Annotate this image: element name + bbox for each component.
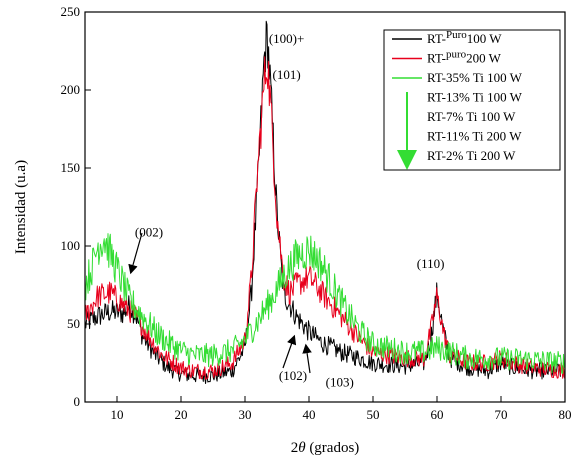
y-tick-label: 200 [61,82,81,97]
peak-label: (002) [135,225,163,240]
legend-entry-prefix: RT-35% Ti 100 W [427,70,523,85]
y-tick-label: 100 [61,238,81,253]
y-axis-label: Intensidad (u.a) [13,160,29,254]
arrow-002 [128,232,143,275]
legend-entry: RT-11% Ti 200 W [427,129,522,144]
legend-entry: RT-7% Ti 100 W [427,109,516,124]
legend-entry-prefix: RT- [427,51,446,66]
y-tick-label: 250 [61,4,81,19]
plot-frame [84,11,566,403]
axes: 10 20 30 40 50 60 70 80 0 50 100 150 200 250 [61,4,572,422]
x-axis-label: 2θ (grados) [291,440,360,456]
peak-label: (101) [273,67,301,82]
series-layer [84,20,566,384]
legend-entry-prefix: RT-13% Ti 100 W [427,90,523,105]
x-tick-label: 60 [431,407,444,422]
x-tick-label: 40 [303,407,316,422]
peak-label: (100)+ [269,31,305,46]
legend-entry-suffix: 200 W [466,51,502,66]
arrow-102 [282,334,297,369]
series-line-2 [84,233,566,375]
x-axis-label-suffix: (grados) [306,440,360,456]
annotations: (100)+ (101) (002) (110) (102) (103) [135,31,445,389]
y-tick-label: 0 [74,394,81,409]
x-tick-label: 50 [367,407,380,422]
legend-entry: RT-puro200 W [427,49,502,66]
y-tick-label: 50 [67,316,80,331]
legend-entry-suffix: 100 W [467,31,503,46]
legend-entry-prefix: RT-11% Ti 200 W [427,129,522,144]
legend-entry: RT-2% Ti 200 W [427,148,516,163]
series-line-0 [84,20,566,384]
x-axis-label-prefix: 2 [291,440,299,456]
y-tick-label: 150 [61,160,81,175]
legend-entry-prefix: RT- [427,31,446,46]
x-tick-label: 20 [175,407,188,422]
legend-entry: RT-Puro100 W [427,29,502,46]
annotation-arrows [128,232,312,374]
legend-entry-prefix: RT-2% Ti 200 W [427,148,516,163]
x-tick-label: 10 [111,407,124,422]
legend: RT-Puro100 WRT-puro200 WRT-35% Ti 100 WR… [383,29,561,171]
legend-entry-sup: Puro [446,29,467,41]
legend-entry-prefix: RT-7% Ti 100 W [427,109,516,124]
legend-entry: RT-13% Ti 100 W [427,90,523,105]
arrow-103 [302,343,312,374]
peak-label: (102) [279,368,307,383]
x-tick-label: 30 [239,407,252,422]
x-tick-label: 80 [559,407,572,422]
legend-box [383,29,561,171]
legend-entry-sup: puro [446,49,467,61]
peak-label: (103) [326,374,354,389]
x-tick-label: 70 [495,407,508,422]
peak-label: (110) [417,256,445,271]
legend-entry: RT-35% Ti 100 W [427,70,523,85]
x-axis-label-theta: θ [298,440,306,456]
